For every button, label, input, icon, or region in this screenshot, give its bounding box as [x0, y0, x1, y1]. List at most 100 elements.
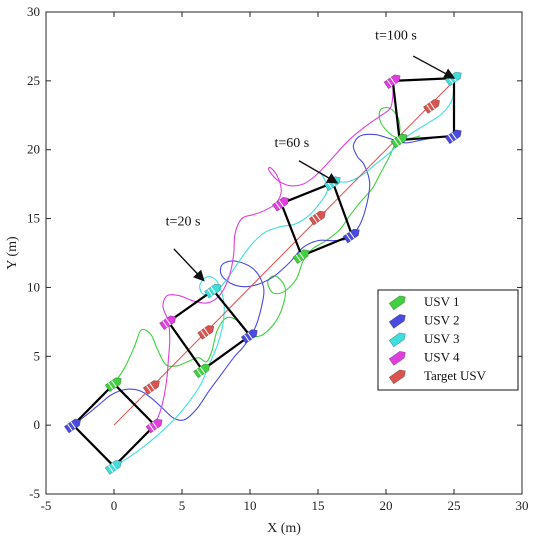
- legend: USV 1 USV 2 USV 3 USV 4 Target USV: [377, 289, 519, 391]
- y-tick-label: 5: [34, 348, 41, 363]
- x-tick-label: 30: [516, 498, 529, 513]
- annotation-label: t=100 s: [375, 29, 417, 44]
- usv3-marker: [204, 283, 221, 299]
- legend-label: USV 3: [424, 331, 460, 346]
- target-marker-hull: [142, 380, 160, 395]
- usv2-marker-stripe: [244, 334, 250, 342]
- target-marker-stripe: [149, 383, 155, 391]
- usv1-marker-stripe: [108, 382, 114, 390]
- y-tick-label: 10: [27, 279, 40, 294]
- usv3-marker-hull: [204, 283, 221, 299]
- usv1-marker-stripe: [295, 254, 302, 262]
- y-tick-label: 0: [34, 417, 41, 432]
- usv4-marker-hull: [383, 74, 401, 90]
- target-marker-hull: [197, 325, 215, 340]
- y-tick-label: 30: [27, 4, 40, 19]
- usv1-marker-stripe: [111, 380, 117, 388]
- legend-swatch-usv3: [388, 332, 406, 348]
- target-marker-hull: [422, 99, 440, 114]
- usv2-marker-stripe: [67, 423, 73, 432]
- legend-label: USV 2: [424, 313, 460, 328]
- target-marker-stripe: [429, 102, 435, 110]
- usv4-marker: [272, 196, 289, 212]
- usv3-trajectory: [113, 78, 455, 467]
- usv2-marker-hull: [342, 228, 360, 244]
- usv2-marker: [444, 129, 462, 145]
- target-marker: [142, 380, 160, 395]
- target-marker: [197, 325, 215, 340]
- legend-swatch-hull: [388, 369, 406, 385]
- usv1-marker: [292, 249, 310, 265]
- usv4-marker-hull: [272, 196, 289, 212]
- annotation-arrow: [412, 55, 456, 79]
- x-tick-label: -5: [41, 498, 52, 513]
- usv4-marker: [383, 74, 401, 90]
- legend-swatch-usv2: [388, 314, 406, 329]
- usv2-marker-stripe: [451, 132, 457, 140]
- x-axis-ticks: -5 0 5 10 15 20 25 30: [41, 12, 529, 513]
- usv1-marker-hull: [193, 363, 211, 379]
- usv3-marker-stripe: [210, 286, 216, 294]
- usv2-marker-stripe: [448, 134, 454, 142]
- y-tick-label: 15: [27, 211, 40, 226]
- legend-swatch-hull: [388, 332, 406, 348]
- usv2-marker-stripe: [346, 233, 352, 241]
- usv2-marker-hull: [240, 329, 258, 344]
- target-marker-hull: [308, 210, 326, 226]
- target-marker-stripe: [426, 104, 432, 112]
- target-marker-stripe: [312, 215, 318, 224]
- legend-label: Target USV: [424, 368, 487, 383]
- usv4-marker-stripe: [278, 199, 284, 207]
- usv1-marker: [390, 133, 408, 149]
- usv2-marker: [63, 418, 81, 434]
- usv1-marker-hull: [292, 249, 310, 265]
- legend-label: USV 1: [424, 294, 460, 309]
- usv3-marker-stripe: [111, 462, 117, 471]
- annotation-arrow: [173, 248, 205, 282]
- x-tick-label: 15: [312, 498, 325, 513]
- usv2-marker-hull: [444, 129, 462, 145]
- x-tick-label: 5: [179, 498, 186, 513]
- annotation-label: t=60 s: [274, 136, 309, 151]
- usv1-marker-stripe: [199, 366, 206, 374]
- usv2-marker-stripe: [349, 231, 355, 239]
- usv-markers: [63, 71, 462, 475]
- usv4-marker-stripe: [152, 421, 158, 429]
- usv4-marker-stripe: [165, 318, 172, 326]
- usv3-marker: [104, 459, 122, 475]
- usv1-marker-stripe: [393, 138, 400, 146]
- legend-swatch-target: [388, 369, 406, 385]
- x-tick-label: 20: [380, 498, 393, 513]
- usv1-marker: [193, 363, 211, 379]
- usv3-marker-hull: [104, 459, 122, 475]
- y-axis-ticks: -5 0 5 10 15 20 25 30: [27, 4, 522, 501]
- y-axis-label: Y (m): [5, 236, 20, 270]
- x-tick-label: 10: [244, 498, 257, 513]
- usv1-marker-stripe: [396, 136, 403, 144]
- usv2-trajectory: [72, 133, 455, 426]
- usv1-marker: [104, 377, 122, 393]
- usv3-marker-stripe: [207, 288, 213, 297]
- usv2-marker-stripe: [247, 332, 253, 340]
- usv3-marker-stripe: [108, 465, 114, 473]
- usv1-marker-hull: [104, 377, 122, 393]
- usv1-marker-stripe: [298, 252, 305, 260]
- legend-swatch-usv4: [388, 351, 406, 366]
- usv4-marker-stripe: [275, 202, 281, 210]
- target-marker: [308, 210, 326, 226]
- x-tick-label: 25: [448, 498, 461, 513]
- x-tick-label: 0: [111, 498, 118, 513]
- legend-swatch-hull: [388, 295, 406, 311]
- target-marker: [422, 99, 440, 114]
- usv4-marker-stripe: [386, 79, 393, 87]
- target-marker-stripe: [203, 327, 210, 336]
- target-marker-stripe: [315, 213, 321, 221]
- y-tick-label: 20: [27, 142, 40, 157]
- legend-label: USV 4: [424, 350, 460, 365]
- usv2-marker-stripe: [70, 421, 76, 429]
- usv4-marker-stripe: [162, 320, 168, 328]
- usv2-marker-hull: [63, 418, 81, 434]
- y-tick-label: 25: [27, 73, 40, 88]
- usv4-marker-hull: [145, 418, 163, 434]
